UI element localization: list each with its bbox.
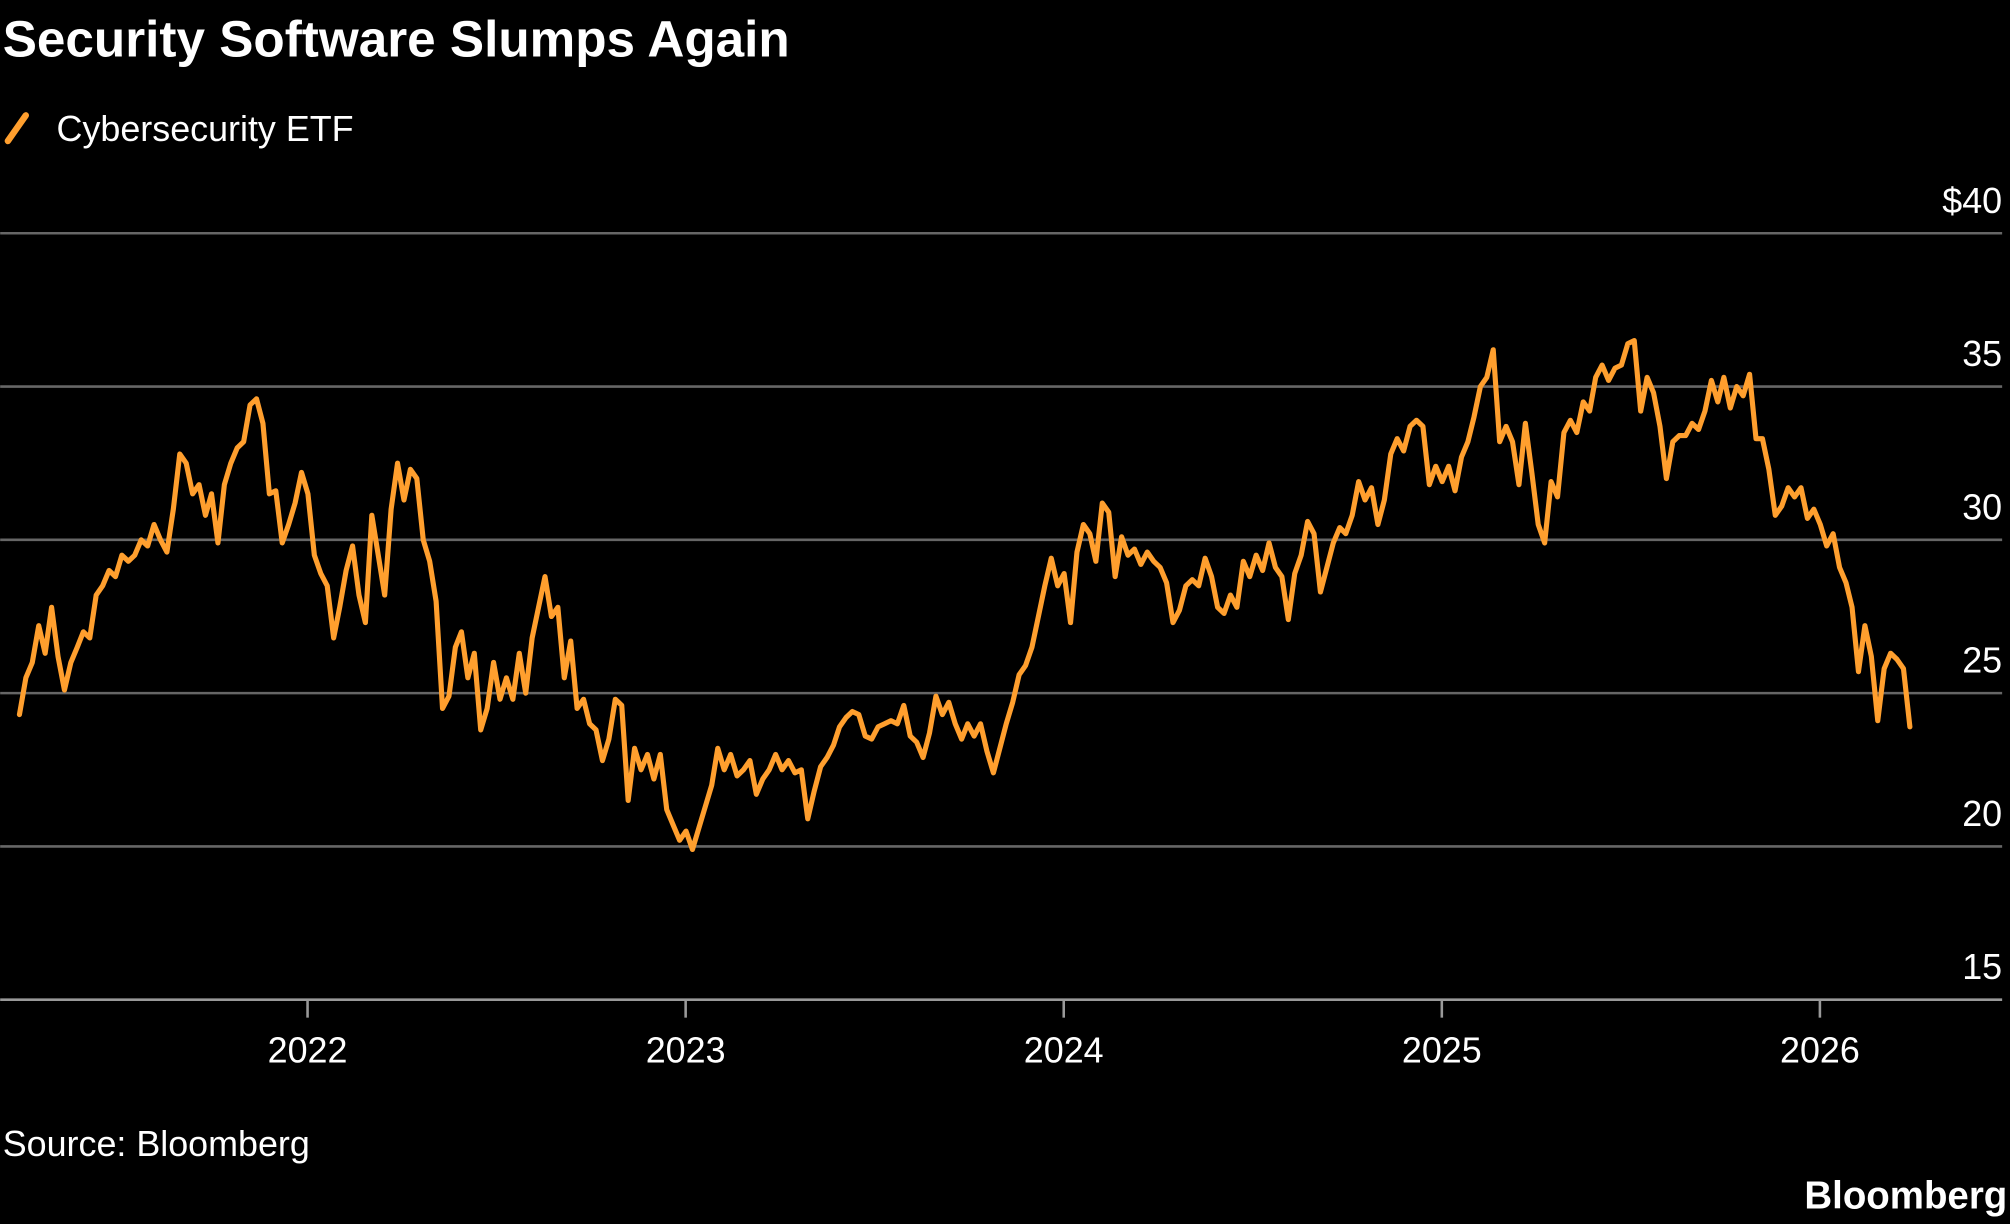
x-tick-label: 2025 bbox=[1402, 1031, 1482, 1071]
x-tick-label: 2023 bbox=[646, 1031, 726, 1071]
y-tick-label: $40 bbox=[1942, 181, 2002, 221]
y-tick-label: 15 bbox=[1962, 947, 2002, 987]
y-tick-label: 25 bbox=[1962, 641, 2002, 681]
logo: Bloomberg bbox=[1804, 1175, 2007, 1218]
source: Source: Bloomberg bbox=[3, 1124, 310, 1164]
legend-label: Cybersecurity ETF bbox=[57, 109, 354, 149]
y-tick-label: 35 bbox=[1962, 334, 2002, 374]
y-tick-label: 20 bbox=[1962, 794, 2002, 834]
x-tick-label: 2026 bbox=[1780, 1031, 1860, 1071]
chart-title: Security Software Slumps Again bbox=[3, 10, 790, 67]
y-tick-label: 30 bbox=[1962, 487, 2002, 527]
data-line bbox=[16, 338, 1913, 853]
x-tick-label: 2022 bbox=[268, 1031, 348, 1071]
legend-swatch bbox=[4, 112, 30, 145]
x-tick-label: 2024 bbox=[1024, 1031, 1104, 1071]
